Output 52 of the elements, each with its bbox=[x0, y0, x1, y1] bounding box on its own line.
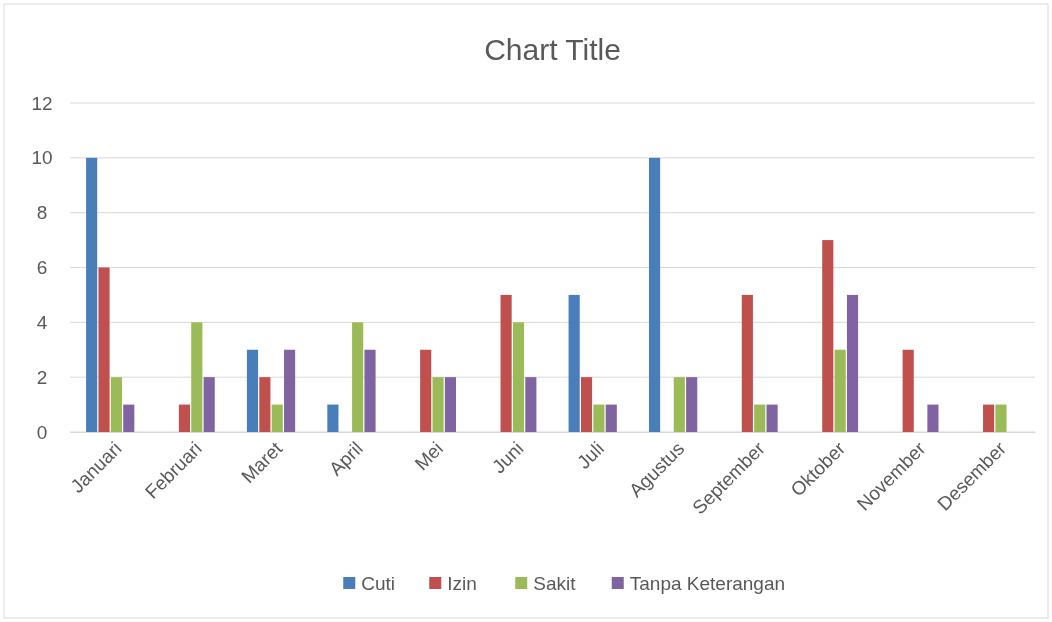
y-tick-label: 12 bbox=[31, 92, 53, 114]
bar bbox=[327, 404, 339, 432]
bar bbox=[203, 377, 215, 432]
bar bbox=[352, 322, 364, 432]
bar bbox=[822, 240, 834, 432]
legend-label: Tanpa Keterangan bbox=[629, 572, 786, 594]
bar bbox=[110, 377, 122, 432]
y-tick-label: 10 bbox=[31, 147, 53, 169]
bar bbox=[605, 404, 617, 432]
x-tick-label: Mei bbox=[410, 437, 448, 475]
bar bbox=[178, 404, 191, 432]
legend-label: Izin bbox=[447, 572, 477, 594]
bar bbox=[754, 404, 766, 432]
bar bbox=[86, 157, 98, 432]
y-tick-label: 6 bbox=[36, 257, 48, 279]
bar bbox=[444, 377, 456, 432]
y-tick-label: 4 bbox=[36, 311, 48, 333]
legend-label: Sakit bbox=[533, 572, 577, 594]
bar bbox=[846, 294, 859, 432]
chart-title: Chart Title bbox=[484, 33, 621, 66]
bar bbox=[927, 404, 939, 432]
bar bbox=[259, 377, 271, 432]
x-tick-label: Juli bbox=[572, 437, 608, 473]
bar bbox=[98, 267, 110, 432]
y-tick-label: 0 bbox=[36, 421, 48, 443]
bar bbox=[271, 404, 283, 432]
x-tick-label: Juni bbox=[488, 437, 528, 478]
bar bbox=[525, 377, 537, 432]
bar bbox=[902, 349, 914, 432]
bar bbox=[995, 404, 1007, 432]
bar bbox=[500, 294, 512, 432]
bar bbox=[673, 377, 685, 432]
bar bbox=[649, 157, 661, 432]
bar bbox=[420, 349, 432, 432]
bar bbox=[766, 404, 778, 432]
bar bbox=[568, 294, 580, 432]
bar bbox=[191, 322, 203, 432]
legend-label: Cuti bbox=[361, 572, 396, 594]
bar bbox=[741, 294, 753, 432]
bar bbox=[983, 404, 995, 432]
bar bbox=[123, 404, 135, 432]
bar bbox=[364, 349, 376, 432]
bar bbox=[512, 322, 525, 432]
bar bbox=[593, 404, 605, 432]
bar bbox=[686, 377, 698, 432]
y-tick-label: 8 bbox=[36, 202, 48, 224]
y-tick-label: 2 bbox=[36, 366, 48, 388]
bar bbox=[580, 377, 593, 432]
bar bbox=[432, 377, 444, 432]
bar bbox=[246, 349, 259, 432]
bar bbox=[834, 349, 846, 432]
bar bbox=[284, 349, 296, 432]
